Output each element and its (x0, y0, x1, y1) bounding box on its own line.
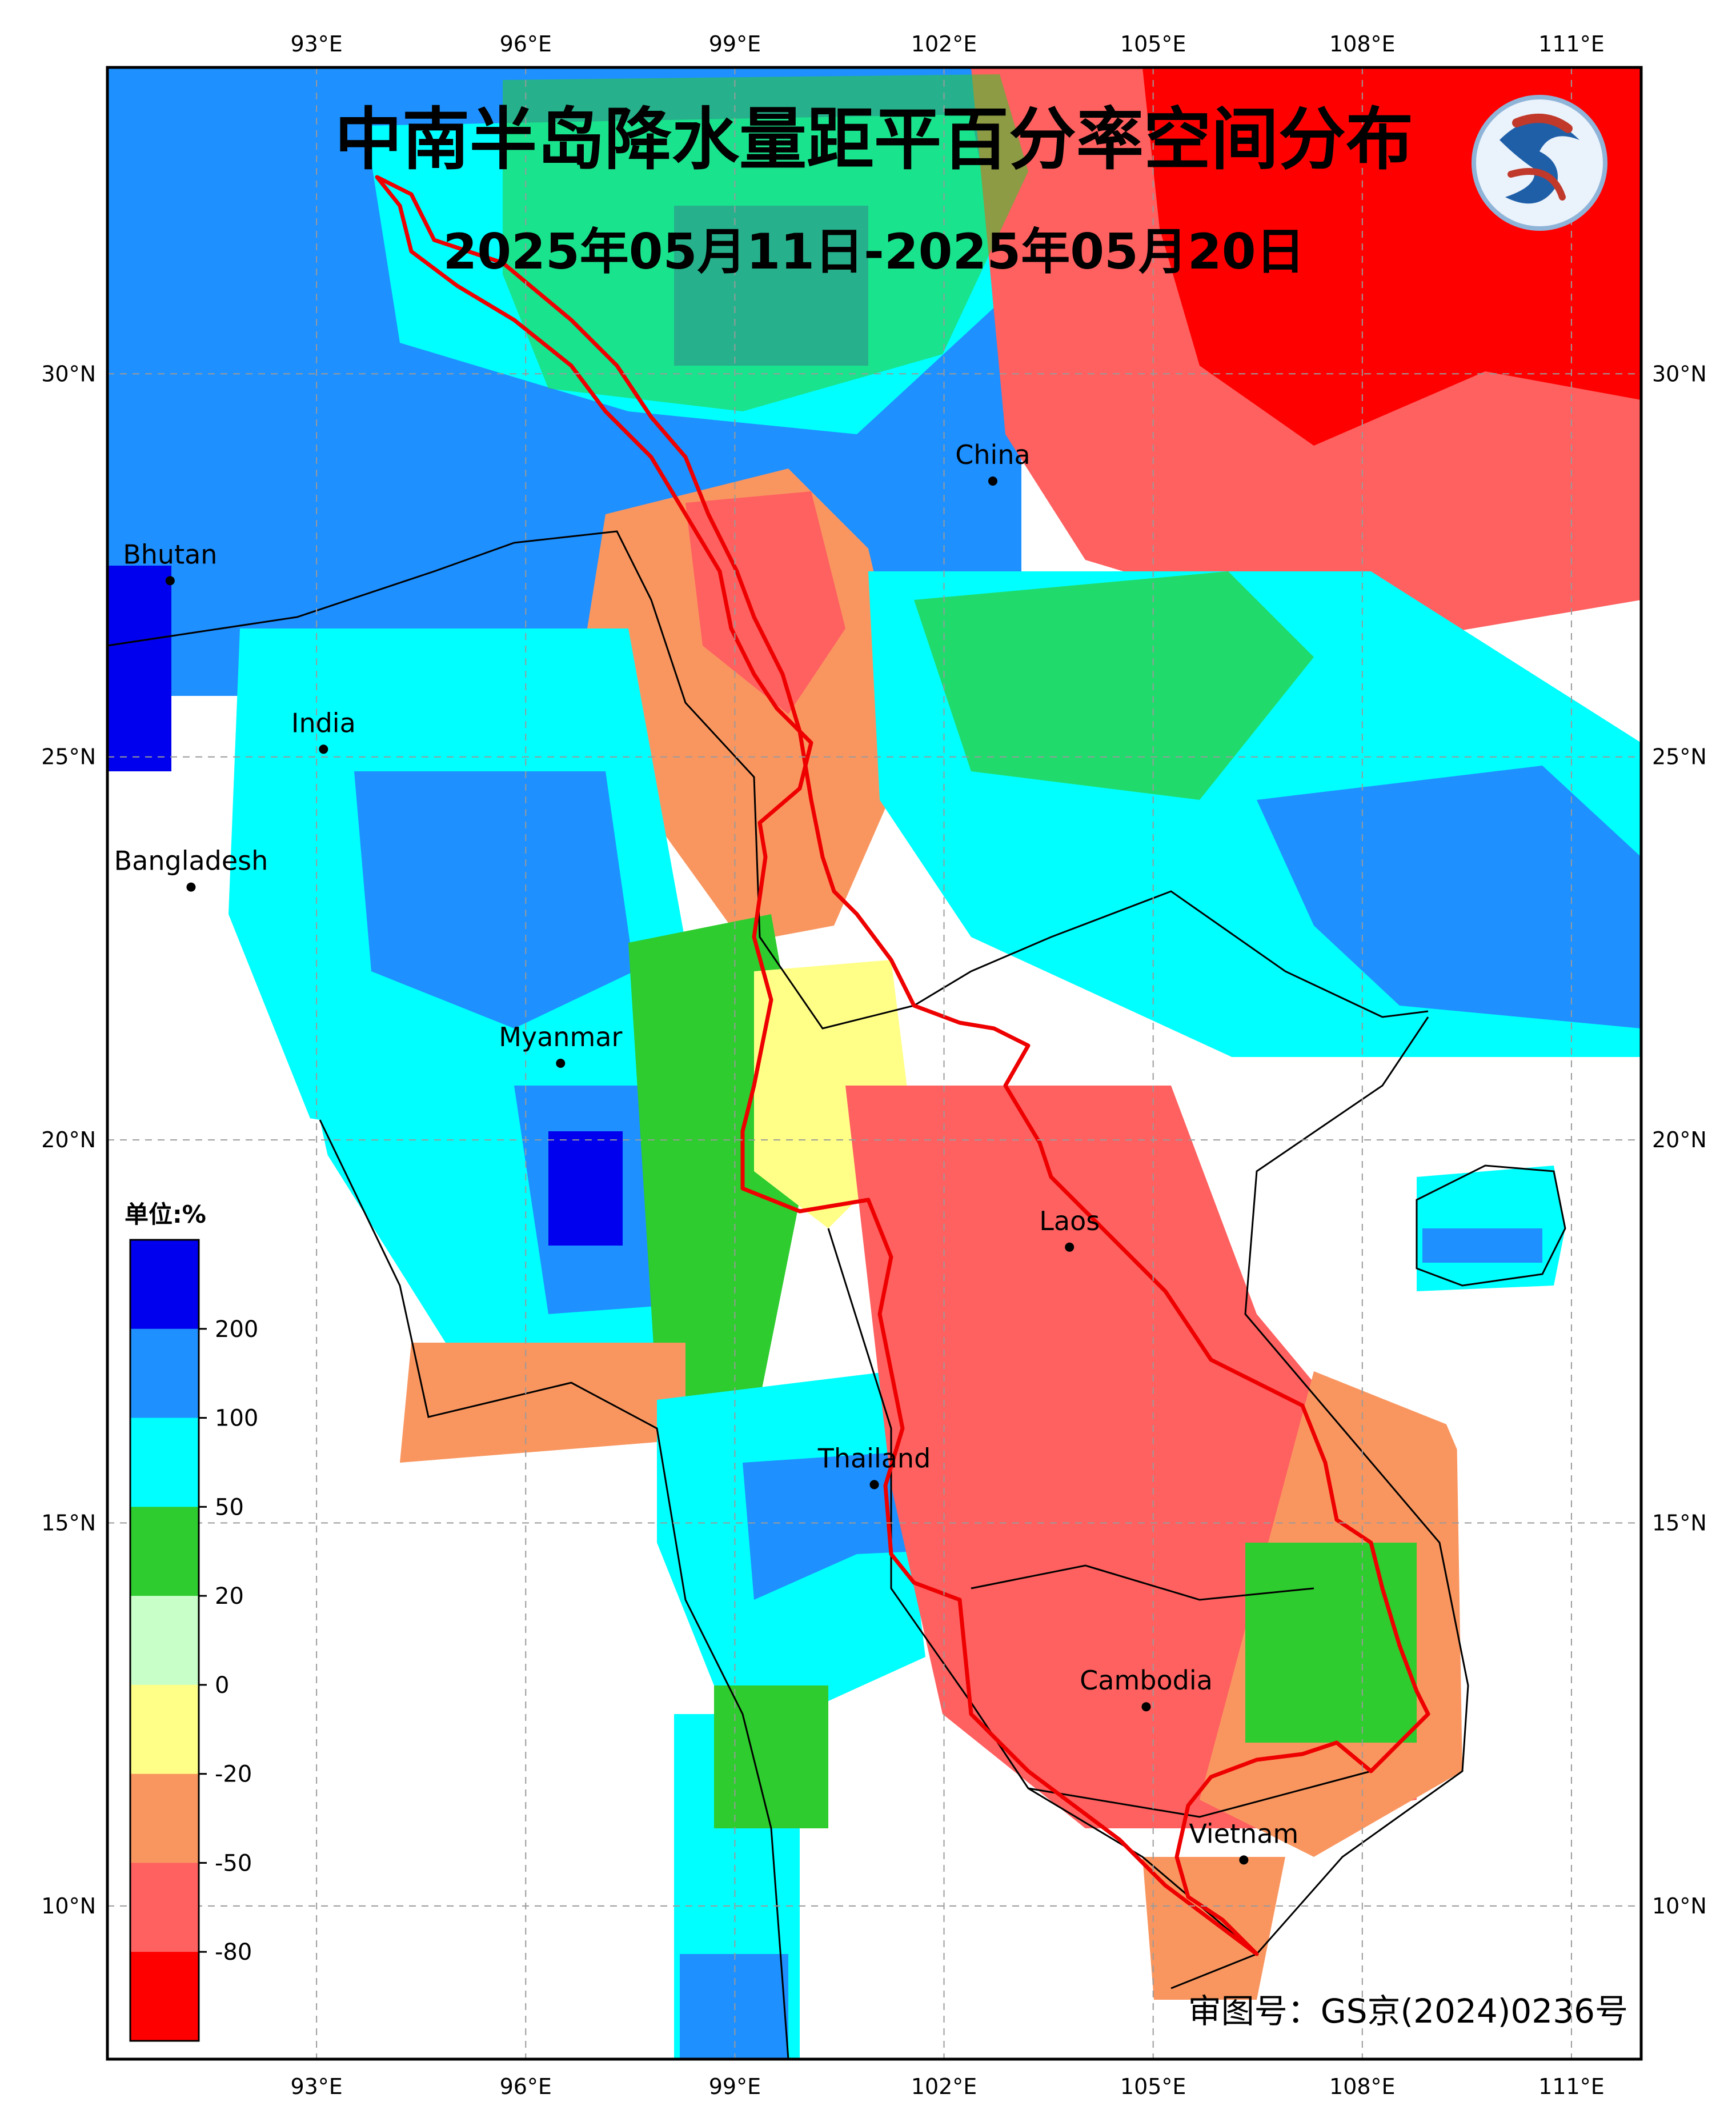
lat-tick-label-right: 25°N (1652, 744, 1707, 770)
colorbar-tick-label: 100 (215, 1406, 258, 1432)
anomaly-field-layer (107, 67, 1641, 2059)
axis-tick-labels: 93°E 93°E 96°E 96°E 99°E 99°E 102°E 102°E 105°E 1… (41, 31, 1707, 2099)
city-label: Vietnam (1189, 1818, 1298, 1849)
ocean-andaman (107, 1086, 674, 2059)
lon-tick-label-top: 93°E (290, 31, 342, 57)
colorbar-border (129, 1239, 200, 2042)
lon-tick-label-bottom: 93°E (290, 2074, 342, 2099)
field-green-north-band (503, 74, 1028, 411)
ocean-area (1228, 1057, 1641, 2059)
lat-tick-label-right: 30°N (1652, 361, 1707, 386)
approval-number: 审图号：GS京(2024)0236号 (1188, 1992, 1628, 2031)
hainan-coast (1416, 1164, 1566, 1287)
city-label: Cambodia (1080, 1665, 1213, 1696)
map-frame (106, 66, 1643, 2061)
map-title: 中南半岛降水量距平百分率空间分布 (335, 100, 1413, 179)
colorbar-swatch (130, 1684, 199, 1775)
lat-tick-label-left: 30°N (41, 361, 96, 386)
field-blue-malay (680, 1954, 788, 2059)
colorbar-swatch (130, 1418, 199, 1507)
lon-tick-label-bottom: 99°E (709, 2074, 761, 2099)
colorbar-swatch (130, 1952, 199, 2041)
colorbar-swatch (130, 1596, 199, 1685)
lat-tick-label-left: 25°N (41, 744, 96, 770)
city-label: India (291, 707, 356, 738)
field-blue-hainan-overlay (1422, 1228, 1542, 1263)
lat-tick-label-left: 15°N (41, 1510, 96, 1535)
lon-tick-label-top: 96°E (500, 31, 552, 57)
colorbar-swatch (130, 1507, 199, 1596)
city-dot (1065, 1242, 1075, 1252)
colorbar-swatch (130, 1863, 199, 1952)
field-blue-myanmar (354, 771, 634, 1028)
field-green-southchina (914, 571, 1314, 800)
colorbar-tick-label: 200 (215, 1316, 258, 1343)
colorbar-tick-label: -20 (215, 1761, 252, 1788)
field-deep-blue-myanmar (548, 1131, 623, 1246)
city-label: Bhutan (123, 539, 217, 570)
colorbar-tick-label: -50 (215, 1850, 252, 1876)
city-dot (869, 1480, 879, 1490)
lon-tick-label-bottom: 105°E (1120, 2074, 1186, 2099)
city-label: Bangladesh (114, 846, 268, 876)
lon-tick-label-top: 102°E (911, 31, 977, 57)
field-green-malay (714, 1685, 828, 1828)
colorbar-tick-label: 0 (215, 1672, 229, 1699)
city-dot (1239, 1855, 1249, 1865)
colorbar-swatch (130, 1240, 199, 1330)
city-label: Laos (1039, 1206, 1100, 1236)
colorbar-unit-label: 单位:% (125, 1200, 206, 1228)
field-blue-southchina (1257, 766, 1641, 1028)
lon-tick-label-bottom: 96°E (500, 2074, 552, 2099)
city-dot (319, 744, 328, 754)
field-green-central-highlands (1245, 1543, 1417, 1743)
lat-tick-label-right: 10°N (1652, 1893, 1707, 1919)
lat-tick-label-right: 20°N (1652, 1127, 1707, 1152)
lon-tick-label-top: 105°E (1120, 31, 1186, 57)
city-label: Thailand (817, 1443, 931, 1474)
colorbar-swatch (130, 1773, 199, 1863)
lon-tick-label-bottom: 102°E (911, 2074, 977, 2099)
city-dot (988, 477, 997, 486)
lon-tick-label-bottom: 108°E (1329, 2074, 1396, 2099)
city-markers: China Bhutan India Bangladesh Myanmar Laos Tha… (114, 439, 1298, 1865)
field-orange-south-myanmar (400, 1343, 685, 1463)
colorbar-tick-label: -80 (215, 1939, 252, 1965)
map-date-range: 2025年05月11日-2025年05月20日 (443, 223, 1305, 281)
field-deep-blue-bhutan (107, 566, 171, 771)
city-dot (556, 1059, 566, 1068)
lon-tick-label-bottom: 111°E (1538, 2074, 1605, 2099)
city-label: China (955, 439, 1030, 470)
colorbar-tick-label: 50 (215, 1494, 244, 1520)
lon-tick-label-top: 111°E (1538, 31, 1605, 57)
colorbar-tick-label: 20 (215, 1583, 244, 1609)
vietnam-coast (1170, 1016, 1469, 1989)
lon-tick-label-top: 99°E (709, 31, 761, 57)
graticule (107, 67, 1641, 2059)
city-dot (186, 882, 196, 892)
lat-tick-label-left: 20°N (41, 1127, 96, 1152)
city-dot (1141, 1702, 1151, 1712)
lat-tick-label-right: 15°N (1652, 1510, 1707, 1535)
lon-tick-label-top: 108°E (1329, 31, 1396, 57)
lat-tick-label-left: 10°N (41, 1893, 96, 1919)
basin-boundary (375, 175, 1430, 1956)
dragon-logo-icon (1472, 95, 1607, 231)
city-dot (165, 576, 175, 586)
city-label: Myanmar (499, 1022, 622, 1052)
colorbar-swatch (130, 1328, 199, 1419)
